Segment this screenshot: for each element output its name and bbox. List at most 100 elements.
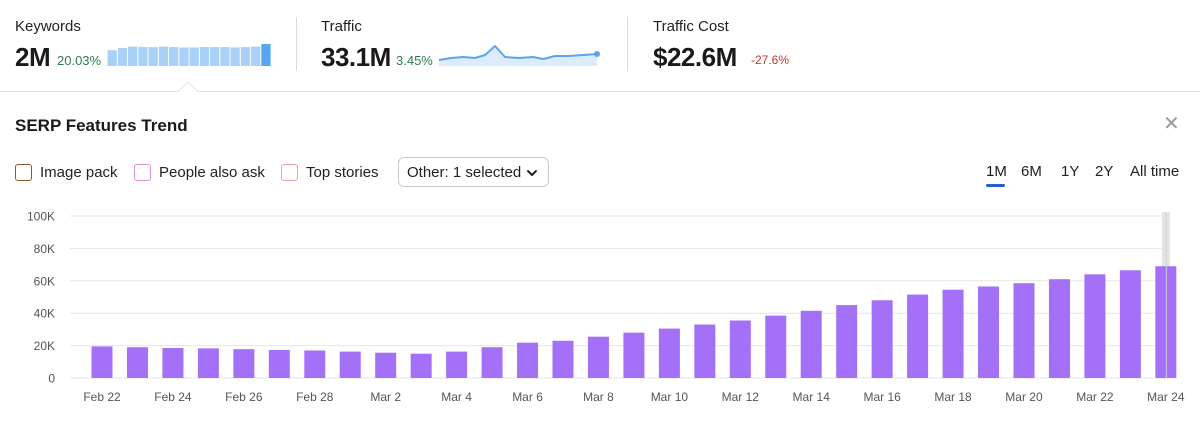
chart-bar[interactable]: [907, 294, 929, 378]
keywords-label: Keywords: [15, 18, 81, 35]
traffic-cost-change: -27.6%: [751, 53, 790, 67]
traffic-label: Traffic: [321, 18, 362, 35]
filter-label: People also ask: [159, 163, 265, 181]
chart-bar[interactable]: [481, 347, 503, 378]
tab-6m[interactable]: 6M: [1021, 163, 1042, 180]
keyword-spark-bar: [251, 46, 261, 66]
traffic-cost-label: Traffic Cost: [653, 18, 729, 35]
chart-bar[interactable]: [446, 351, 468, 378]
x-tick-label: Mar 14: [793, 390, 831, 404]
chart-bar[interactable]: [1013, 283, 1035, 378]
keywords-value: 2M: [15, 42, 51, 72]
filter-image-pack[interactable]: Image pack: [15, 162, 118, 182]
y-tick-label: 40K: [34, 307, 55, 321]
x-tick-label: Mar 4: [441, 390, 472, 404]
keyword-spark-bar: [220, 47, 230, 66]
chart-bar[interactable]: [587, 336, 609, 378]
chart-bar[interactable]: [552, 340, 574, 378]
keyword-spark-bar: [169, 47, 179, 66]
chart-bar[interactable]: [1119, 270, 1141, 378]
keyword-spark-bar: [230, 47, 240, 66]
other-features-dropdown[interactable]: Other: 1 selected: [398, 157, 549, 187]
chart-bar[interactable]: [162, 348, 184, 378]
keyword-spark-bar: [189, 47, 199, 66]
chart-bar[interactable]: [694, 324, 716, 378]
x-tick-label: Mar 12: [722, 390, 760, 404]
traffic-change: 3.45%: [396, 53, 433, 68]
metrics-bar: Keywords 2M 20.03% Traffic 33.1M 3.45% T…: [0, 0, 1200, 92]
metric-divider: [296, 17, 297, 71]
chart-bar[interactable]: [658, 328, 680, 378]
keyword-spark-bar: [210, 47, 220, 66]
keyword-spark-bar: [148, 47, 158, 66]
chart-bar[interactable]: [375, 352, 397, 378]
filter-top-stories[interactable]: Top stories: [281, 162, 379, 182]
x-tick-label: Feb 24: [154, 390, 192, 404]
y-tick-label: 80K: [34, 242, 55, 256]
traffic-sparkline: [438, 45, 600, 66]
keyword-spark-bar: [261, 44, 271, 66]
x-tick-label: Mar 10: [651, 390, 689, 404]
keyword-spark-bar: [138, 47, 148, 66]
x-tick-label: Feb 28: [296, 390, 334, 404]
x-tick-label: Mar 16: [863, 390, 901, 404]
traffic-value: 33.1M: [321, 42, 391, 72]
traffic-cost-metric[interactable]: Traffic Cost $22.6M -27.6%: [653, 0, 953, 92]
keyword-spark-bar: [128, 46, 138, 66]
chart-bar[interactable]: [517, 342, 539, 378]
serp-features-chart[interactable]: 0 20K 40K 60K 80K 100K Feb 22 Feb 24 Feb 26 Feb 2…: [0, 200, 1200, 418]
filter-label: Top stories: [306, 163, 379, 181]
y-tick-label: 20K: [34, 339, 55, 353]
chart-bar[interactable]: [197, 348, 219, 378]
chart-bar[interactable]: [942, 289, 964, 378]
chart-bar[interactable]: [410, 353, 432, 378]
keywords-change: 20.03%: [57, 53, 102, 68]
x-tick-label: Mar 6: [512, 390, 543, 404]
keyword-spark-bar: [179, 47, 189, 66]
chart-bar[interactable]: [800, 310, 822, 378]
dropdown-label: Other: 1 selected: [407, 163, 522, 181]
chart-bar[interactable]: [623, 332, 645, 378]
tab-1m[interactable]: 1M: [986, 163, 1007, 180]
panel-title: SERP Features Trend: [15, 116, 188, 135]
keyword-spark-bar: [158, 46, 169, 66]
tab-1y[interactable]: 1Y: [1061, 163, 1080, 180]
chevron-down-icon: [527, 170, 537, 176]
chart-bar[interactable]: [729, 320, 751, 378]
chart-bar[interactable]: [233, 349, 255, 378]
keywords-metric[interactable]: Keywords 2M 20.03%: [15, 0, 285, 92]
chart-bar[interactable]: [871, 300, 893, 378]
x-tick-label: Mar 20: [1005, 390, 1043, 404]
chart-bar[interactable]: [1084, 274, 1106, 378]
chart-bar[interactable]: [126, 347, 148, 378]
keywords-sparkbar: [107, 44, 271, 66]
filter-people-also-ask[interactable]: People also ask: [134, 162, 265, 182]
metric-divider: [627, 17, 628, 71]
chart-bar[interactable]: [268, 349, 290, 378]
chart-bar[interactable]: [765, 315, 787, 378]
people-also-ask-checkbox[interactable]: [134, 163, 151, 181]
x-tick-label: Mar 24: [1147, 390, 1185, 404]
traffic-metric[interactable]: Traffic 33.1M 3.45%: [321, 0, 611, 92]
chart-bar[interactable]: [339, 351, 361, 378]
keyword-spark-bar: [117, 48, 128, 66]
filter-label: Image pack: [40, 163, 118, 181]
close-icon[interactable]: ✕: [1163, 113, 1180, 135]
x-tick-label: Mar 2: [370, 390, 401, 404]
chart-bar[interactable]: [91, 346, 113, 378]
traffic-cost-value: $22.6M: [653, 42, 737, 72]
y-tick-label: 60K: [34, 274, 55, 288]
chart-bar[interactable]: [304, 350, 326, 378]
x-tick-label: Mar 22: [1076, 390, 1114, 404]
x-tick-label: Feb 22: [83, 390, 121, 404]
chart-bar[interactable]: [978, 286, 1000, 378]
active-tab-indicator: [986, 184, 1005, 187]
keyword-spark-bar: [199, 47, 210, 66]
chart-bar[interactable]: [836, 305, 858, 378]
y-tick-label: 100K: [27, 210, 55, 224]
tab-2y[interactable]: 2Y: [1095, 163, 1114, 180]
chart-bar[interactable]: [1048, 279, 1070, 378]
tab-all-time[interactable]: All time: [1130, 163, 1180, 180]
top-stories-checkbox[interactable]: [281, 163, 298, 181]
image-pack-checkbox[interactable]: [15, 163, 32, 181]
